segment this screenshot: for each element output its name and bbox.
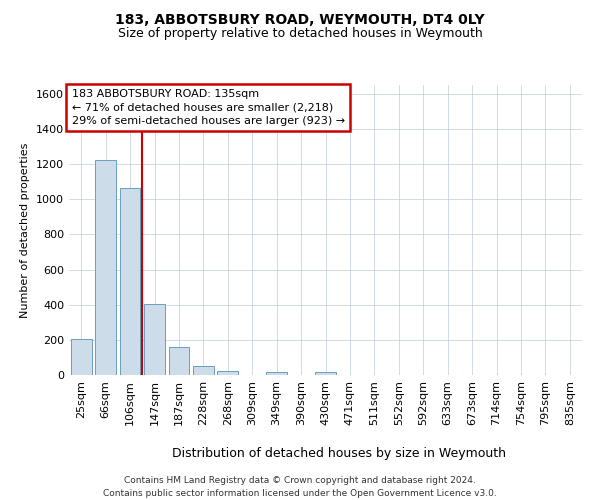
Bar [266,372,287,375]
Bar [144,304,165,375]
Bar [193,366,214,375]
Bar [169,347,190,375]
Bar [95,160,116,375]
Text: Contains HM Land Registry data © Crown copyright and database right 2024.
Contai: Contains HM Land Registry data © Crown c… [103,476,497,498]
Bar [217,371,238,375]
Text: 183 ABBOTSBURY ROAD: 135sqm
← 71% of detached houses are smaller (2,218)
29% of : 183 ABBOTSBURY ROAD: 135sqm ← 71% of det… [71,90,344,126]
Bar [71,339,92,375]
Bar [119,188,140,375]
Bar [315,372,336,375]
Y-axis label: Number of detached properties: Number of detached properties [20,142,31,318]
Text: Distribution of detached houses by size in Weymouth: Distribution of detached houses by size … [172,448,506,460]
Text: Size of property relative to detached houses in Weymouth: Size of property relative to detached ho… [118,28,482,40]
Text: 183, ABBOTSBURY ROAD, WEYMOUTH, DT4 0LY: 183, ABBOTSBURY ROAD, WEYMOUTH, DT4 0LY [115,12,485,26]
